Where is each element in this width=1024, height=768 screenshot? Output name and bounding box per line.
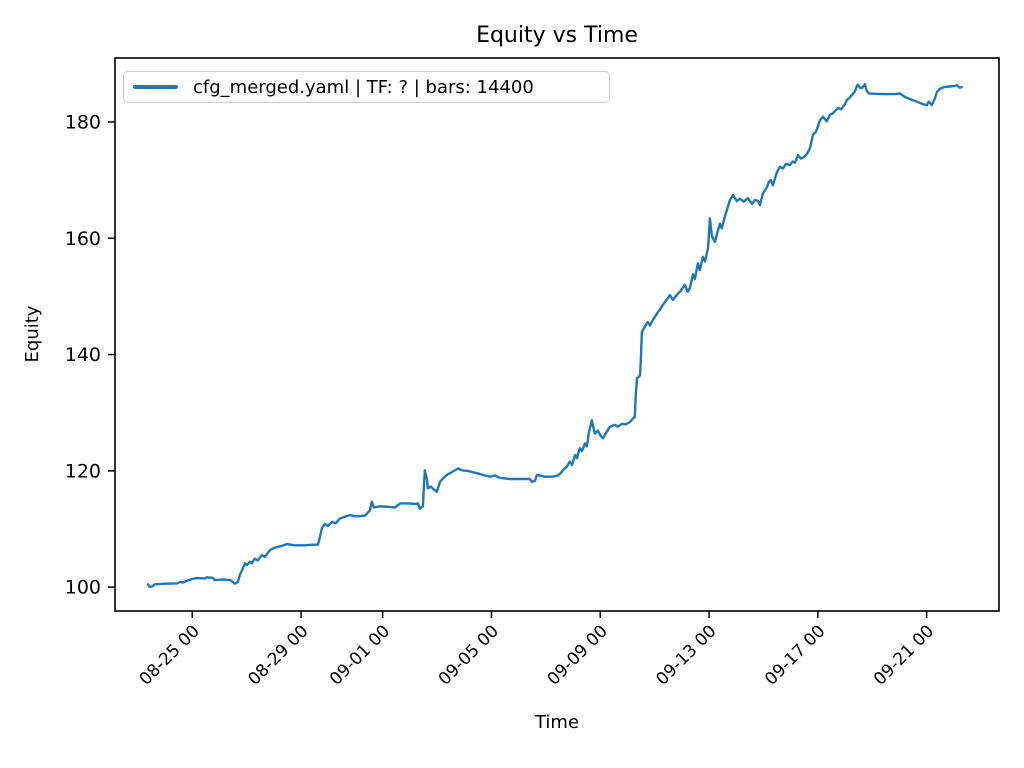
y-tick-label: 100 bbox=[65, 577, 101, 599]
x-tick-label: 09-05 00 bbox=[435, 621, 503, 689]
x-tick-label: 09-09 00 bbox=[544, 621, 612, 689]
y-tick-label: 140 bbox=[65, 344, 101, 366]
x-tick-label: 08-29 00 bbox=[244, 621, 312, 689]
x-axis-label: Time bbox=[534, 712, 580, 733]
chart-title: Equity vs Time bbox=[476, 23, 638, 48]
x-tick-label: 09-01 00 bbox=[326, 621, 394, 689]
x-tick-label: 08-25 00 bbox=[136, 621, 204, 689]
legend-label: cfg_merged.yaml | TF: ? | bars: 14400 bbox=[193, 76, 534, 98]
plot-border bbox=[114, 57, 1000, 612]
x-tick-label: 09-13 00 bbox=[652, 621, 720, 689]
y-tick-label: 180 bbox=[65, 111, 101, 133]
legend-line-swatch bbox=[133, 85, 178, 89]
x-tick-label: 09-21 00 bbox=[870, 621, 938, 689]
equity-line bbox=[146, 83, 963, 589]
y-tick-label: 160 bbox=[65, 228, 101, 250]
y-tick-label: 120 bbox=[65, 460, 101, 482]
x-tick-label: 09-17 00 bbox=[761, 621, 829, 689]
legend: cfg_merged.yaml | TF: ? | bars: 14400 bbox=[123, 71, 610, 103]
y-axis-label: Equity bbox=[22, 305, 43, 363]
